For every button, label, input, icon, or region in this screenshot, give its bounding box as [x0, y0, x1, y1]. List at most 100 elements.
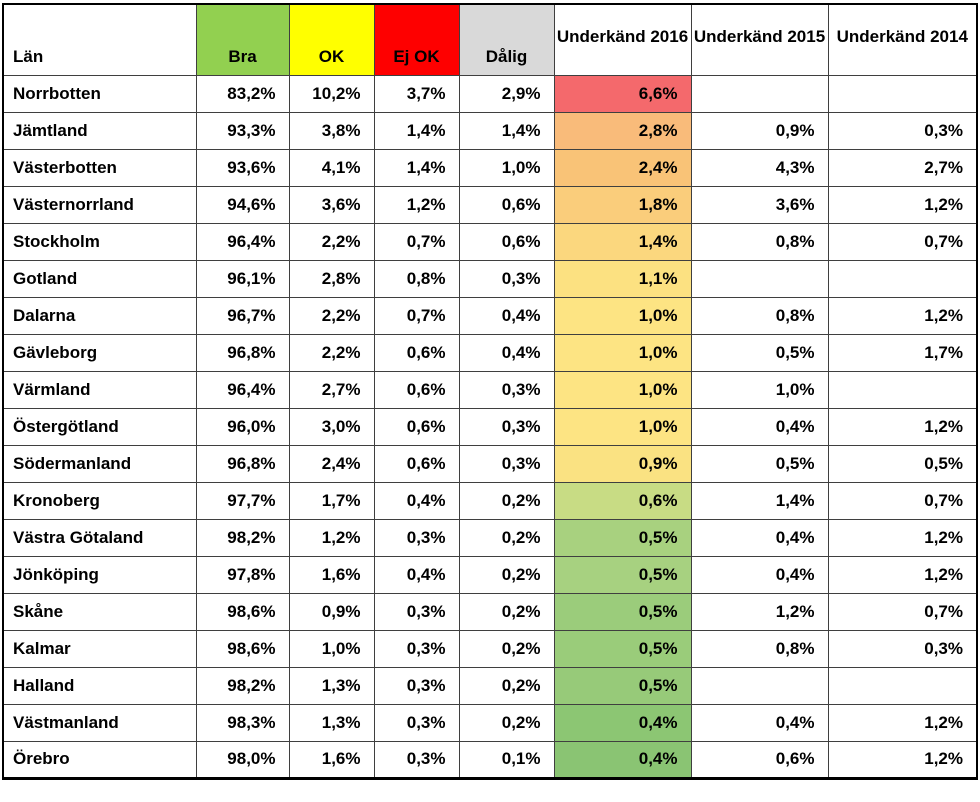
table-row: Kalmar 98,6% 1,0% 0,3% 0,2% 0,5% 0,8% 0,3%: [2, 629, 978, 668]
column-header-ok: OK: [288, 3, 375, 76]
cell-ejok: 0,4%: [373, 481, 460, 520]
cell-u2015: 0,5%: [690, 444, 829, 483]
cell-bra: 96,1%: [195, 259, 290, 298]
cell-ejok: 0,6%: [373, 370, 460, 409]
cell-u2016: 2,4%: [553, 148, 692, 187]
cell-u2016: 0,9%: [553, 444, 692, 483]
cell-bra: 94,6%: [195, 185, 290, 224]
table-row: Jönköping 97,8% 1,6% 0,4% 0,2% 0,5% 0,4% 1,2%: [2, 555, 978, 594]
cell-lan: Kalmar: [2, 629, 197, 668]
cell-u2016: 0,6%: [553, 481, 692, 520]
cell-bra: 96,7%: [195, 296, 290, 335]
cell-dalig: 0,2%: [458, 592, 555, 631]
table-row: Örebro 98,0% 1,6% 0,3% 0,1% 0,4% 0,6% 1,2%: [2, 740, 978, 779]
cell-ejok: 0,3%: [373, 629, 460, 668]
cell-dalig: 0,2%: [458, 629, 555, 668]
table-row: Skåne 98,6% 0,9% 0,3% 0,2% 0,5% 1,2% 0,7%: [2, 592, 978, 631]
cell-u2014: 1,2%: [827, 703, 978, 742]
cell-u2015: 0,8%: [690, 629, 829, 668]
cell-bra: 98,0%: [195, 740, 290, 779]
cell-dalig: 0,2%: [458, 666, 555, 705]
cell-bra: 93,6%: [195, 148, 290, 187]
table-row: Dalarna 96,7% 2,2% 0,7% 0,4% 1,0% 0,8% 1,2%: [2, 296, 978, 335]
cell-ok: 1,7%: [288, 481, 375, 520]
cell-ejok: 0,6%: [373, 407, 460, 446]
cell-lan: Västra Götaland: [2, 518, 197, 557]
county-approval-table: Län Bra OK Ej OK Dålig Underkänd 2016 Underkän…: [2, 3, 978, 780]
cell-u2016: 0,5%: [553, 666, 692, 705]
column-header-u2014: Underkänd 2014: [827, 3, 978, 76]
cell-lan: Kronoberg: [2, 481, 197, 520]
cell-ok: 2,2%: [288, 333, 375, 372]
cell-bra: 98,6%: [195, 629, 290, 668]
cell-lan: Gotland: [2, 259, 197, 298]
cell-ok: 2,4%: [288, 444, 375, 483]
cell-lan: Södermanland: [2, 444, 197, 483]
cell-u2016: 1,0%: [553, 370, 692, 409]
cell-u2015: [690, 666, 829, 705]
cell-lan: Västernorrland: [2, 185, 197, 224]
cell-u2016: 6,6%: [553, 74, 692, 113]
cell-bra: 98,2%: [195, 666, 290, 705]
cell-u2015: 4,3%: [690, 148, 829, 187]
cell-u2015: 0,4%: [690, 407, 829, 446]
cell-dalig: 1,4%: [458, 111, 555, 150]
cell-u2015: 0,8%: [690, 222, 829, 261]
table-row: Halland 98,2% 1,3% 0,3% 0,2% 0,5%: [2, 666, 978, 705]
cell-dalig: 0,4%: [458, 296, 555, 335]
cell-dalig: 0,6%: [458, 185, 555, 224]
cell-lan: Skåne: [2, 592, 197, 631]
cell-u2016: 1,0%: [553, 296, 692, 335]
cell-ejok: 0,3%: [373, 666, 460, 705]
table-header: Län Bra OK Ej OK Dålig Underkänd 2016 Underkän…: [2, 3, 978, 76]
cell-lan: Östergötland: [2, 407, 197, 446]
cell-u2015: 1,4%: [690, 481, 829, 520]
cell-dalig: 0,2%: [458, 703, 555, 742]
table-row: Gotland 96,1% 2,8% 0,8% 0,3% 1,1%: [2, 259, 978, 298]
table-row: Södermanland 96,8% 2,4% 0,6% 0,3% 0,9% 0,5% 0,5…: [2, 444, 978, 483]
cell-ejok: 1,2%: [373, 185, 460, 224]
cell-ok: 1,3%: [288, 666, 375, 705]
cell-u2014: 1,2%: [827, 296, 978, 335]
cell-u2014: [827, 370, 978, 409]
cell-dalig: 0,2%: [458, 481, 555, 520]
cell-u2014: 0,7%: [827, 222, 978, 261]
cell-u2016: 1,1%: [553, 259, 692, 298]
cell-ejok: 0,7%: [373, 222, 460, 261]
column-header-dalig: Dålig: [458, 3, 555, 76]
cell-u2014: 0,3%: [827, 629, 978, 668]
cell-lan: Värmland: [2, 370, 197, 409]
cell-ejok: 0,3%: [373, 740, 460, 779]
cell-lan: Västmanland: [2, 703, 197, 742]
table-row: Gävleborg 96,8% 2,2% 0,6% 0,4% 1,0% 0,5% 1,7%: [2, 333, 978, 372]
table-row: Norrbotten 83,2% 10,2% 3,7% 2,9% 6,6%: [2, 74, 978, 113]
cell-u2014: 1,7%: [827, 333, 978, 372]
cell-bra: 98,3%: [195, 703, 290, 742]
cell-ejok: 0,8%: [373, 259, 460, 298]
cell-u2015: 0,4%: [690, 518, 829, 557]
cell-u2015: [690, 74, 829, 113]
cell-ejok: 0,3%: [373, 518, 460, 557]
table-row: Västmanland 98,3% 1,3% 0,3% 0,2% 0,4% 0,4% 1,2%: [2, 703, 978, 742]
cell-ejok: 0,6%: [373, 444, 460, 483]
cell-dalig: 0,1%: [458, 740, 555, 779]
cell-bra: 96,4%: [195, 370, 290, 409]
cell-bra: 98,2%: [195, 518, 290, 557]
cell-bra: 96,4%: [195, 222, 290, 261]
cell-dalig: 0,2%: [458, 555, 555, 594]
cell-bra: 96,8%: [195, 444, 290, 483]
cell-u2014: 0,5%: [827, 444, 978, 483]
cell-bra: 93,3%: [195, 111, 290, 150]
cell-ok: 3,8%: [288, 111, 375, 150]
cell-u2014: [827, 259, 978, 298]
cell-u2016: 0,5%: [553, 629, 692, 668]
cell-u2015: 1,0%: [690, 370, 829, 409]
cell-ejok: 0,6%: [373, 333, 460, 372]
cell-u2015: 1,2%: [690, 592, 829, 631]
cell-ejok: 0,7%: [373, 296, 460, 335]
cell-u2014: [827, 666, 978, 705]
cell-ejok: 0,3%: [373, 592, 460, 631]
cell-dalig: 0,3%: [458, 407, 555, 446]
column-header-bra: Bra: [195, 3, 290, 76]
cell-u2015: 3,6%: [690, 185, 829, 224]
